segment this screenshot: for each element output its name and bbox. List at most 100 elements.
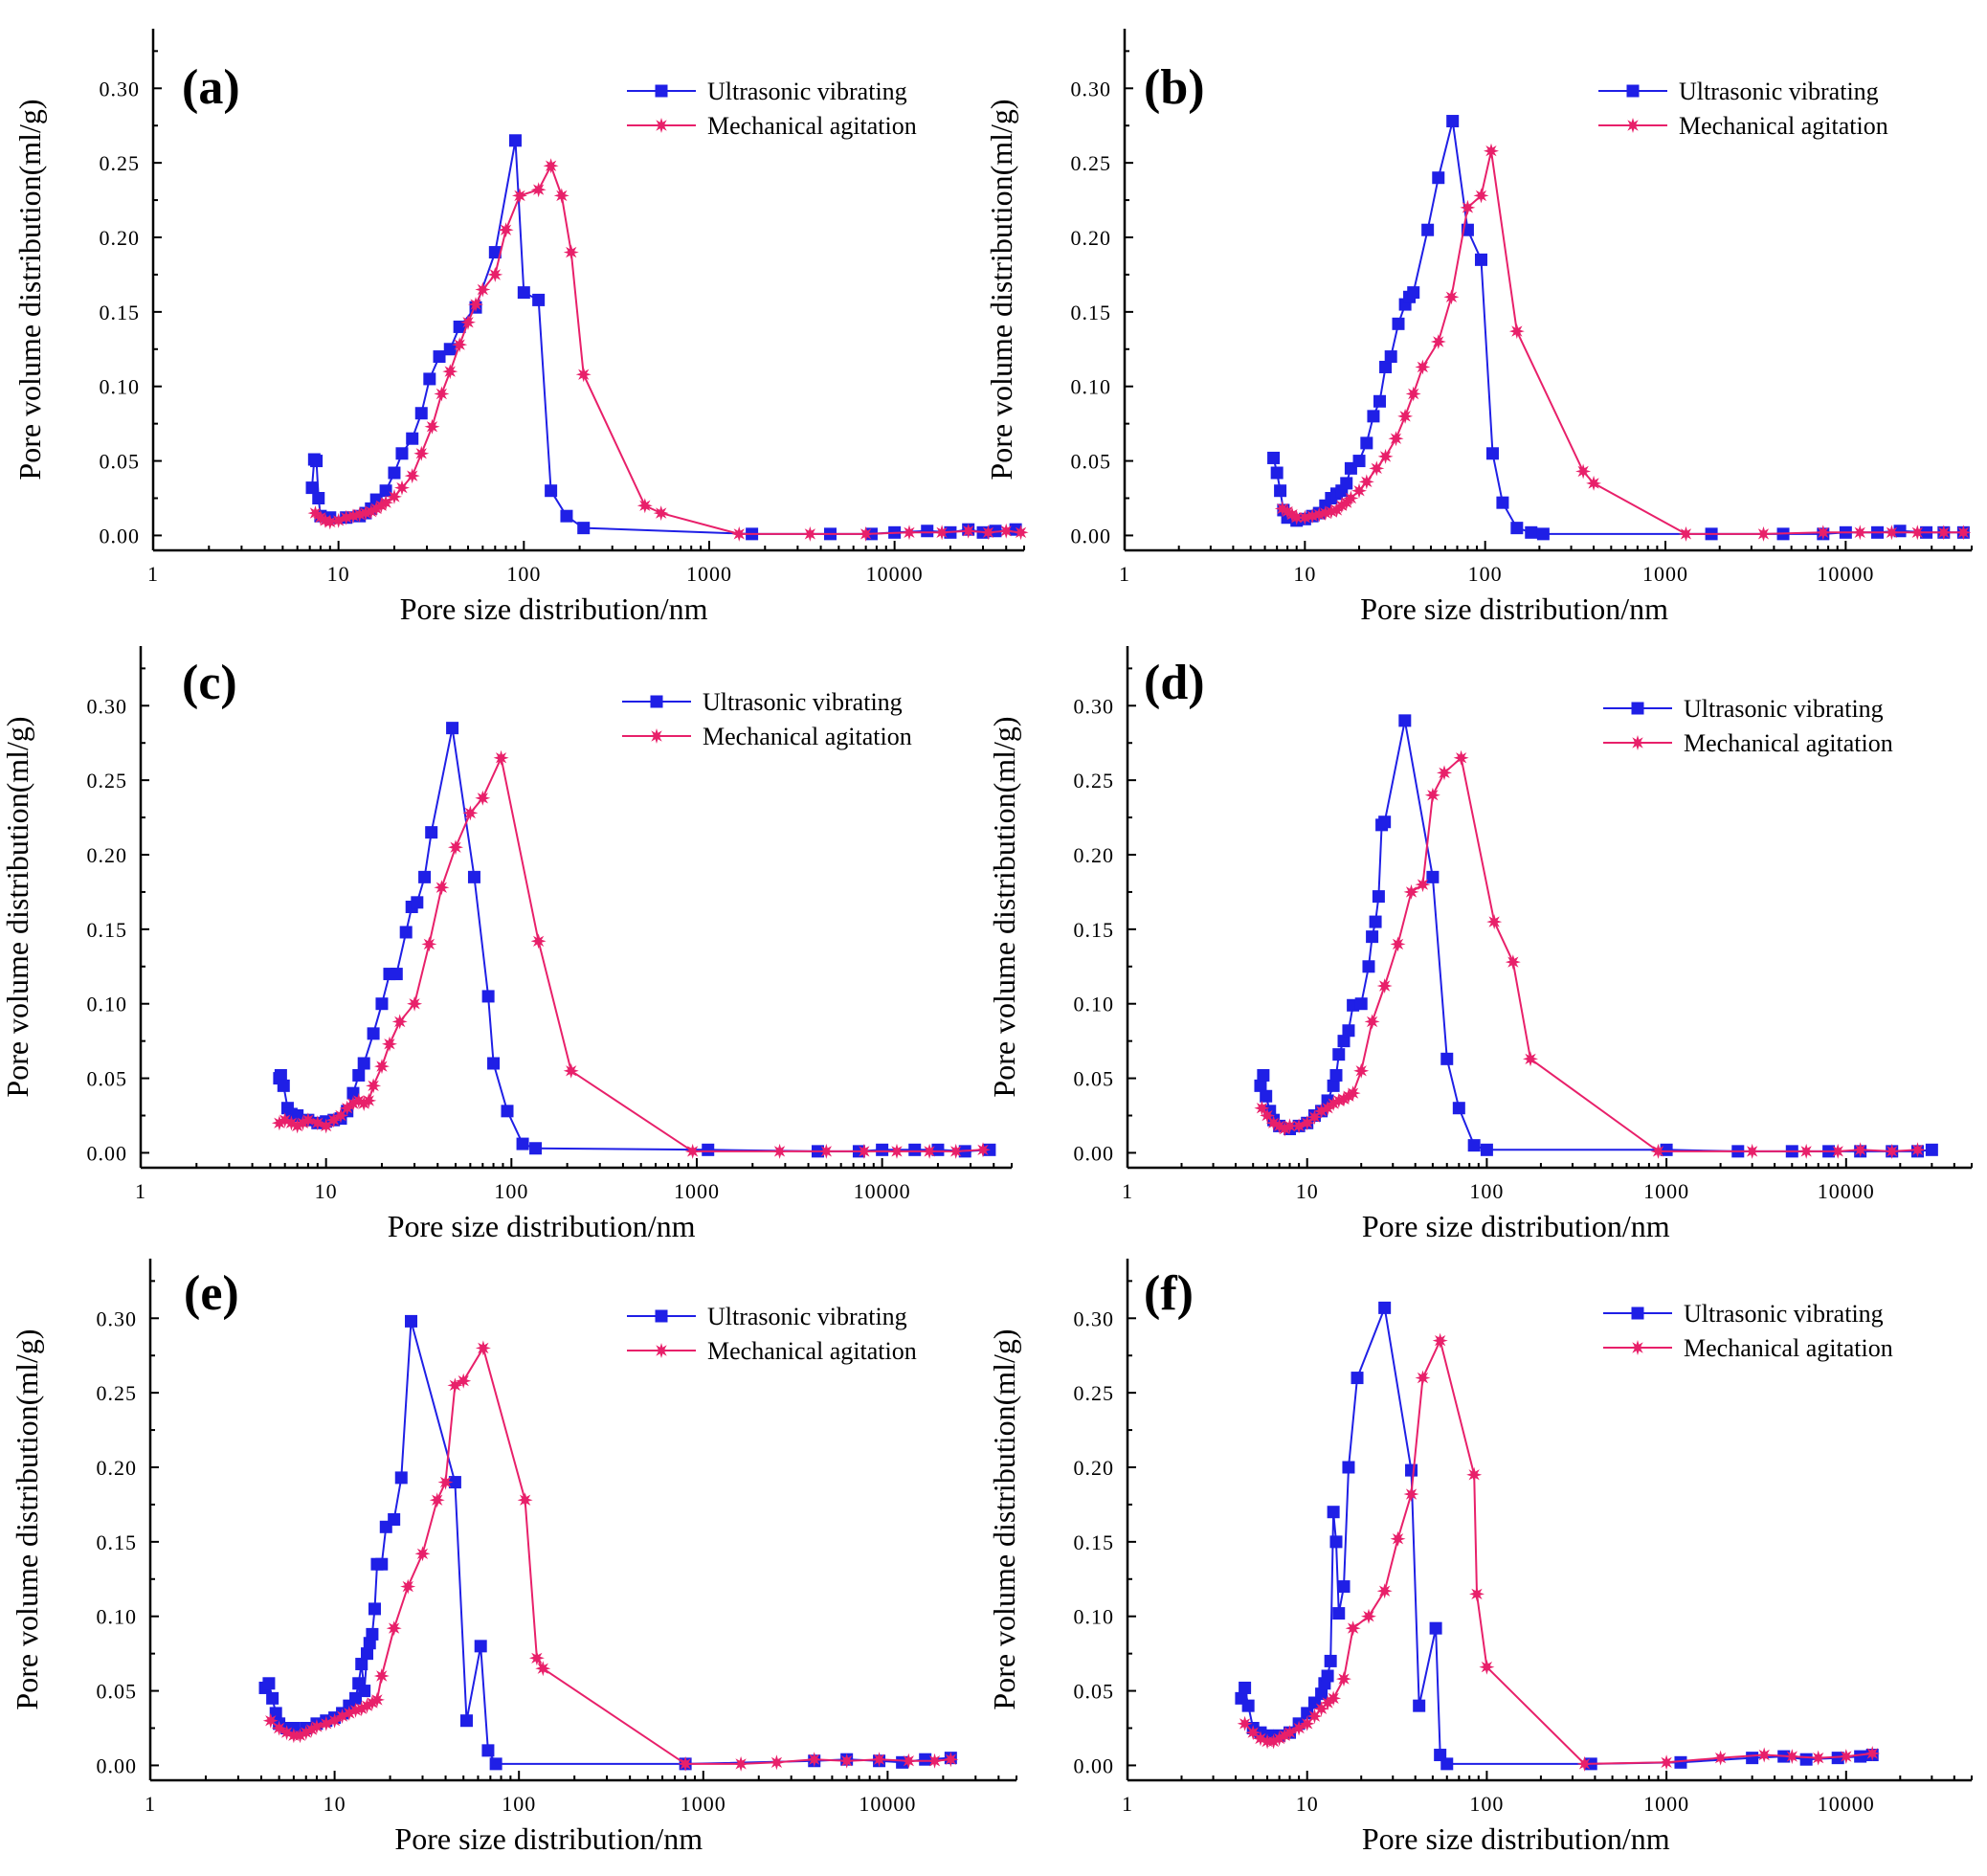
data-point (352, 1068, 366, 1082)
y-tick-label: 0.25 (87, 769, 128, 793)
data-point (1345, 1620, 1361, 1637)
data-point (1430, 334, 1446, 349)
y-tick-label: 0.15 (87, 918, 128, 942)
data-point (545, 484, 558, 498)
y-tick-label: 0.10 (100, 375, 141, 399)
data-point (291, 1109, 304, 1122)
x-tick-label: 10000 (1818, 1179, 1875, 1203)
data-point (475, 281, 491, 298)
x-tick-label: 1 (147, 562, 159, 586)
data-point (1342, 1461, 1355, 1474)
data-point (434, 880, 450, 896)
data-point (434, 386, 450, 402)
data-point (1955, 525, 1972, 541)
data-point (1523, 1051, 1538, 1067)
data-point (1426, 870, 1440, 883)
data-point (355, 1658, 368, 1671)
data-point (517, 286, 530, 300)
y-tick-label: 0.10 (97, 1605, 138, 1629)
legend-marker (655, 1309, 668, 1323)
data-point (1376, 978, 1393, 994)
data-point (1369, 460, 1385, 477)
y-tick-label: 0.05 (100, 450, 141, 474)
data-point (446, 722, 459, 735)
data-point (1257, 1068, 1270, 1082)
data-point (563, 244, 579, 260)
data-point (1267, 451, 1281, 464)
series-line (278, 727, 990, 1152)
data-point (361, 1092, 377, 1108)
y-tick-label: 0.25 (100, 151, 141, 175)
legend-label: Ultrasonic vibrating (1679, 78, 1879, 105)
data-point (421, 936, 437, 952)
data-point (1405, 1463, 1418, 1477)
data-point (1378, 815, 1392, 829)
data-point (1397, 408, 1414, 424)
legend-marker (654, 118, 669, 133)
data-point (902, 525, 917, 541)
y-tick-label: 0.30 (87, 694, 128, 718)
data-point (806, 1752, 822, 1768)
data-point (1429, 1621, 1442, 1635)
data-point (858, 525, 874, 542)
data-point (414, 1546, 431, 1562)
y-tick-label: 0.25 (1074, 769, 1115, 793)
y-tick-label: 0.15 (1071, 301, 1112, 324)
data-point (529, 1142, 543, 1155)
data-point (1378, 1301, 1392, 1314)
x-tick-label: 1000 (1643, 1792, 1689, 1816)
data-point (927, 1753, 943, 1769)
panel-label: (c) (182, 656, 237, 710)
data-point (1407, 286, 1420, 300)
data-point (922, 1143, 938, 1159)
data-point (378, 495, 394, 511)
data-point (919, 1753, 932, 1766)
data-point (388, 1513, 401, 1526)
x-tick-label: 1 (1122, 1792, 1133, 1816)
data-point (802, 525, 818, 542)
data-point (769, 1754, 785, 1771)
y-tick-label: 0.00 (97, 1753, 138, 1777)
data-point (1884, 525, 1900, 541)
data-point (1421, 223, 1435, 236)
data-point (1467, 1139, 1481, 1152)
series-mechanical (262, 1340, 959, 1772)
data-point (1352, 455, 1366, 468)
data-point (1496, 496, 1509, 509)
data-point (262, 1712, 279, 1729)
x-axis-title: Pore size distribution/nm (388, 1209, 696, 1243)
data-point (487, 1057, 501, 1070)
data-point (475, 1340, 491, 1356)
data-point (980, 525, 996, 541)
data-point (1473, 188, 1489, 204)
data-point (908, 1143, 922, 1156)
data-point (653, 505, 669, 522)
legend-label: Mechanical agitation (707, 1337, 917, 1365)
data-point (1576, 1755, 1593, 1772)
data-point (1415, 1370, 1431, 1386)
data-point (375, 997, 389, 1011)
data-point (1852, 1142, 1868, 1158)
series-ultrasonic (258, 1314, 957, 1771)
y-tick-label: 0.30 (100, 77, 141, 100)
panel-label: (b) (1144, 60, 1205, 115)
y-tick-label: 0.10 (87, 993, 128, 1016)
data-point (488, 246, 502, 259)
data-point (889, 1143, 904, 1159)
data-point (443, 343, 457, 356)
x-tick-label: 1000 (1643, 1179, 1689, 1203)
data-point (975, 1142, 991, 1158)
data-point (1379, 360, 1393, 373)
data-point (1744, 1143, 1760, 1159)
y-tick-label: 0.05 (1071, 450, 1112, 474)
x-tick-label: 10 (324, 1792, 346, 1816)
legend: Ultrasonic vibrating Mechanical agitation (627, 1303, 917, 1365)
data-point (1361, 1608, 1376, 1624)
data-point (1838, 1749, 1854, 1765)
data-point (269, 1707, 282, 1720)
data-point (876, 1143, 889, 1156)
x-tick-label: 10 (327, 562, 350, 586)
data-point (1342, 1024, 1355, 1038)
data-point (459, 1714, 473, 1728)
data-point (1650, 1143, 1666, 1159)
